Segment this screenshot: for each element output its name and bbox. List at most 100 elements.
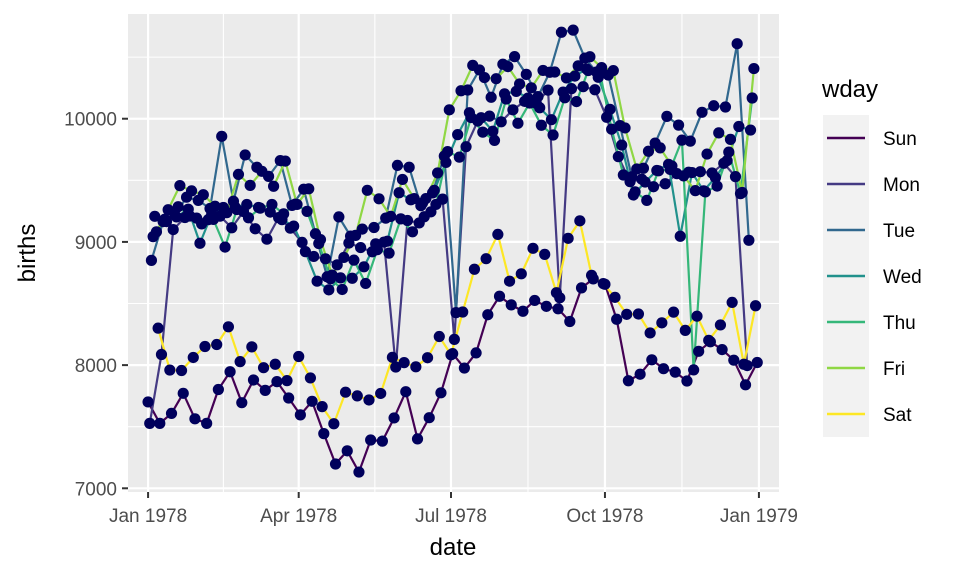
legend-label-fri: Fri	[883, 359, 905, 380]
data-point-sat	[211, 338, 223, 351]
data-point-sat	[457, 306, 469, 318]
legend-label-thu: Thu	[883, 313, 916, 334]
data-point-mon	[390, 361, 402, 373]
data-point-fri	[514, 78, 526, 90]
data-point-fri	[713, 127, 725, 139]
data-point-thu	[184, 210, 196, 222]
x-axis: Jan 1978 Apr 1978 Jul 1978 Oct 1978 Jan 1979	[109, 492, 798, 527]
data-point-sun	[493, 290, 506, 302]
data-point-sun	[236, 397, 248, 409]
data-point-mon	[261, 233, 273, 245]
data-point-sun	[247, 374, 260, 386]
data-point-sat	[328, 418, 340, 430]
data-point-thu	[512, 117, 524, 129]
data-point-thu	[500, 93, 512, 105]
data-point-sat	[164, 364, 176, 376]
data-point-thu	[430, 198, 442, 211]
data-point-mon	[331, 259, 343, 271]
data-point-wed	[346, 272, 358, 284]
data-point-sat	[515, 268, 527, 280]
data-point-sun	[669, 366, 681, 378]
data-point-sun	[423, 412, 435, 424]
data-point-wed	[534, 102, 546, 114]
data-point-fri	[174, 180, 186, 192]
data-point-thu	[348, 254, 360, 266]
data-point-thu	[699, 186, 711, 198]
data-point-wed	[299, 246, 311, 258]
data-point-sun	[646, 354, 658, 366]
data-point-fri	[666, 160, 678, 172]
data-point-fri	[654, 142, 666, 154]
series-line-sat	[157, 219, 757, 425]
data-point-sat	[339, 386, 352, 398]
data-point-thu	[207, 213, 219, 225]
data-point-wed	[311, 275, 323, 287]
data-point-sat	[574, 215, 586, 227]
data-point-mon	[483, 110, 496, 122]
data-point-sat	[386, 351, 399, 363]
data-point-mon	[144, 417, 156, 429]
data-point-thu	[723, 146, 735, 158]
data-point-fri	[209, 200, 221, 212]
data-point-fri	[502, 61, 514, 73]
data-point-fri	[724, 133, 737, 146]
data-point-thu	[160, 215, 173, 228]
x-tick-label: Oct 1978	[566, 506, 643, 527]
data-point-sat	[562, 232, 574, 244]
data-point-sat	[691, 310, 703, 322]
data-point-thu	[711, 180, 723, 192]
data-point-sun	[212, 383, 224, 396]
data-point-tue	[508, 51, 521, 63]
data-point-mon	[507, 104, 519, 116]
data-point-fri	[303, 183, 315, 195]
data-point-thu	[336, 283, 348, 296]
data-point-sun	[739, 379, 752, 391]
data-point-fri	[455, 85, 467, 97]
data-point-sat	[714, 319, 727, 331]
data-point-wed	[381, 235, 393, 247]
data-point-sun	[318, 428, 330, 440]
data-point-thu	[641, 194, 653, 206]
data-point-sun	[400, 386, 412, 398]
data-point-sat	[257, 362, 270, 374]
data-point-fri	[221, 207, 233, 219]
data-point-mon	[167, 223, 179, 236]
data-point-thu	[617, 169, 629, 181]
data-point-sat	[597, 277, 609, 290]
y-tick-label: 10000	[64, 110, 117, 131]
data-point-sat	[421, 352, 434, 364]
y-axis-title: births	[14, 224, 41, 283]
data-point-fri	[443, 104, 455, 116]
data-point-sat	[726, 296, 738, 308]
data-point-mon	[495, 116, 507, 128]
data-point-sun	[657, 363, 670, 375]
data-point-fri	[338, 251, 350, 264]
data-point-fri	[678, 170, 690, 182]
series-line-fri	[155, 55, 755, 277]
data-point-sat	[539, 248, 551, 260]
data-point-fri	[197, 189, 209, 201]
data-point-thu	[278, 208, 290, 220]
data-point-thu	[582, 64, 594, 77]
data-point-mon	[448, 333, 460, 345]
legend-title: wday	[821, 76, 878, 103]
data-point-fri	[314, 233, 327, 246]
data-point-wed	[569, 70, 581, 82]
data-point-tue	[719, 101, 732, 113]
legend-label-mon: Mon	[883, 175, 920, 196]
data-point-sun	[353, 466, 365, 478]
data-point-tue	[145, 254, 158, 266]
data-point-thu	[488, 134, 501, 146]
data-point-wed	[487, 125, 499, 137]
legend-label-sun: Sun	[883, 129, 917, 150]
data-point-mon	[612, 151, 624, 163]
data-point-thu	[231, 203, 243, 216]
data-point-sun	[154, 417, 166, 429]
data-point-wed	[475, 112, 487, 124]
data-point-wed	[288, 220, 300, 232]
data-point-sun	[271, 376, 283, 388]
data-point-mon	[296, 236, 308, 249]
data-point-fri	[549, 66, 561, 78]
data-point-sun	[458, 362, 470, 374]
